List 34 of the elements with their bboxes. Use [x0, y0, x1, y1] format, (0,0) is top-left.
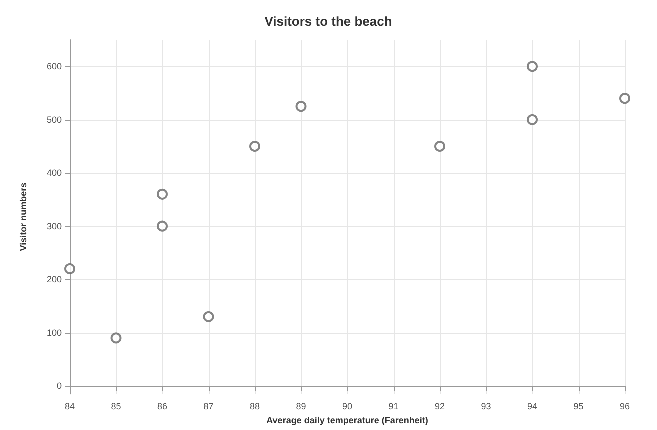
- x-tick-label: 95: [574, 402, 584, 412]
- point: [157, 188, 168, 200]
- chart-title: Visitors to the beach: [264, 14, 392, 29]
- point: [157, 220, 168, 232]
- y-axis-title: Visitor numbers: [18, 182, 28, 252]
- x-tick-label: 85: [111, 402, 122, 412]
- y-tick-label: 200: [46, 274, 62, 285]
- y-tick-label: 500: [46, 114, 62, 125]
- y-tick-label: 400: [46, 168, 62, 178]
- x-tick-label: 88: [250, 402, 260, 412]
- x-tick-label: 91: [388, 402, 399, 412]
- y-tick-label: 300: [46, 221, 62, 232]
- x-tick-label: 87: [204, 402, 214, 412]
- x-tick-label: 94: [527, 402, 538, 412]
- x-tick-label: 92: [434, 402, 446, 412]
- point: [434, 141, 446, 152]
- x-tick-label: 90: [342, 402, 353, 412]
- x-axis-title: Average daily temperature (Farenheit): [266, 416, 428, 426]
- point: [296, 101, 307, 112]
- point: [64, 263, 76, 274]
- x-tick-label: 84: [64, 402, 76, 412]
- point: [527, 114, 538, 126]
- point: [250, 141, 260, 152]
- point: [620, 93, 630, 104]
- x-tick-label: 86: [157, 402, 168, 412]
- point: [527, 61, 538, 72]
- point: [203, 311, 214, 322]
- x-tick-label: 93: [481, 402, 492, 412]
- y-tick-label: 100: [46, 328, 62, 338]
- x-tick-label: 89: [296, 402, 306, 412]
- x-tick-label: 96: [620, 402, 630, 412]
- y-tick-label: 0: [56, 381, 62, 392]
- y-tick-label: 600: [46, 62, 62, 72]
- point: [110, 332, 122, 344]
